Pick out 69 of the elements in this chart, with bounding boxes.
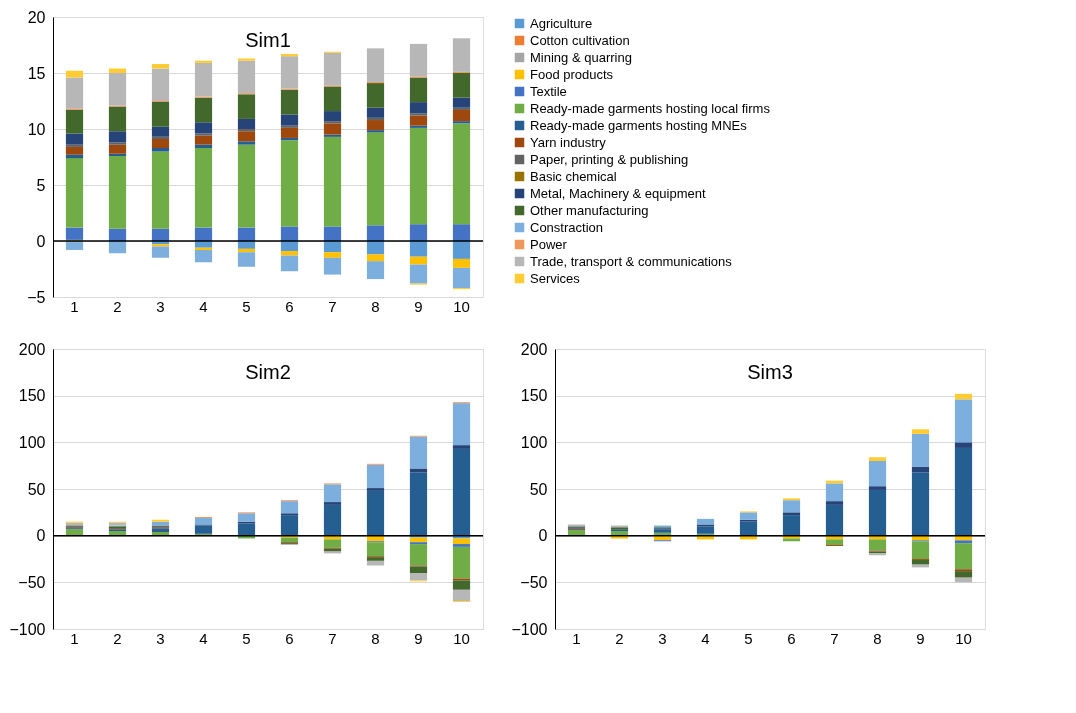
legend-label: Ready-made garments hosting MNEs <box>530 117 748 133</box>
x-tick-label: 8 <box>873 629 882 647</box>
x-tick-label: 1 <box>70 629 79 647</box>
y-tick-label: −50 <box>520 573 548 591</box>
legend-label: Mining & quarring <box>530 49 632 65</box>
y-tick-label: 50 <box>27 480 46 498</box>
x-tick-label: 3 <box>658 629 667 647</box>
legend-label: Basic chemical <box>530 168 617 184</box>
x-tick-label: 9 <box>916 629 925 647</box>
x-tick-label: 4 <box>701 629 710 647</box>
y-tick-label: 200 <box>520 340 548 358</box>
text: Sim2 <box>245 361 291 383</box>
y-tick-label: −100 <box>511 620 548 638</box>
legend-label: Other manufacturing <box>530 202 649 218</box>
y-tick-label: 20 <box>27 8 46 26</box>
legend-label: Cotton cultivation <box>530 32 630 48</box>
x-tick-label: 6 <box>787 629 796 647</box>
x-tick-label: 3 <box>156 629 165 647</box>
x-tick-label: 4 <box>199 629 208 647</box>
x-tick-label: 6 <box>285 629 294 647</box>
x-tick-label: 7 <box>830 629 839 647</box>
y-tick-label: −50 <box>18 573 46 591</box>
y-tick-label: 0 <box>36 527 46 545</box>
x-tick-label: 1 <box>572 629 581 647</box>
x-tick-label: 5 <box>242 297 251 315</box>
legend-label: Agriculture <box>530 15 593 31</box>
legend-label: Power <box>530 236 568 252</box>
x-tick-label: 2 <box>113 629 122 647</box>
y-tick-label: 150 <box>18 387 46 405</box>
y-tick-label: 150 <box>520 387 548 405</box>
y-tick-label: −100 <box>9 620 46 638</box>
x-tick-label: 5 <box>242 629 251 647</box>
y-tick-label: 100 <box>520 433 548 451</box>
y-tick-label: 100 <box>18 433 46 451</box>
y-tick-label: 0 <box>36 232 46 250</box>
x-tick-label: 7 <box>328 629 337 647</box>
y-tick-label: 200 <box>18 340 46 358</box>
legend-label: Metal, Machinery & equipment <box>530 185 706 201</box>
x-tick-label: 5 <box>744 629 753 647</box>
legend-label: Food products <box>530 66 614 82</box>
x-tick-label: 10 <box>955 629 972 647</box>
x-tick-label: 8 <box>371 297 380 315</box>
x-tick-label: 7 <box>328 297 337 315</box>
x-tick-label: 9 <box>414 297 423 315</box>
x-tick-label: 10 <box>453 297 470 315</box>
y-tick-label: 10 <box>27 120 46 138</box>
x-tick-label: 2 <box>113 297 122 315</box>
y-tick-label: 50 <box>529 480 548 498</box>
text: Sim1 <box>245 29 291 51</box>
legend-label: Yarn industry <box>530 134 607 150</box>
y-tick-label: 15 <box>27 64 46 82</box>
legend-label: Services <box>530 270 581 286</box>
legend-label: Paper, printing & publishing <box>530 151 689 167</box>
y-tick-label: 0 <box>538 527 548 545</box>
legend-label: Textile <box>530 83 567 99</box>
x-tick-label: 8 <box>371 629 380 647</box>
y-tick-label: −5 <box>27 288 46 306</box>
x-tick-label: 4 <box>199 297 208 315</box>
x-tick-label: 1 <box>70 297 79 315</box>
text: Sim3 <box>747 361 793 383</box>
x-tick-label: 9 <box>414 629 423 647</box>
legend-label: Trade, transport & communications <box>530 253 733 269</box>
x-tick-label: 3 <box>156 297 165 315</box>
x-tick-label: 2 <box>615 629 624 647</box>
x-tick-label: 6 <box>285 297 294 315</box>
legend-label: Ready-made garments hosting local firms <box>530 100 771 116</box>
x-tick-label: 10 <box>453 629 470 647</box>
y-tick-label: 5 <box>36 176 46 194</box>
legend-label: Constraction <box>530 219 603 235</box>
